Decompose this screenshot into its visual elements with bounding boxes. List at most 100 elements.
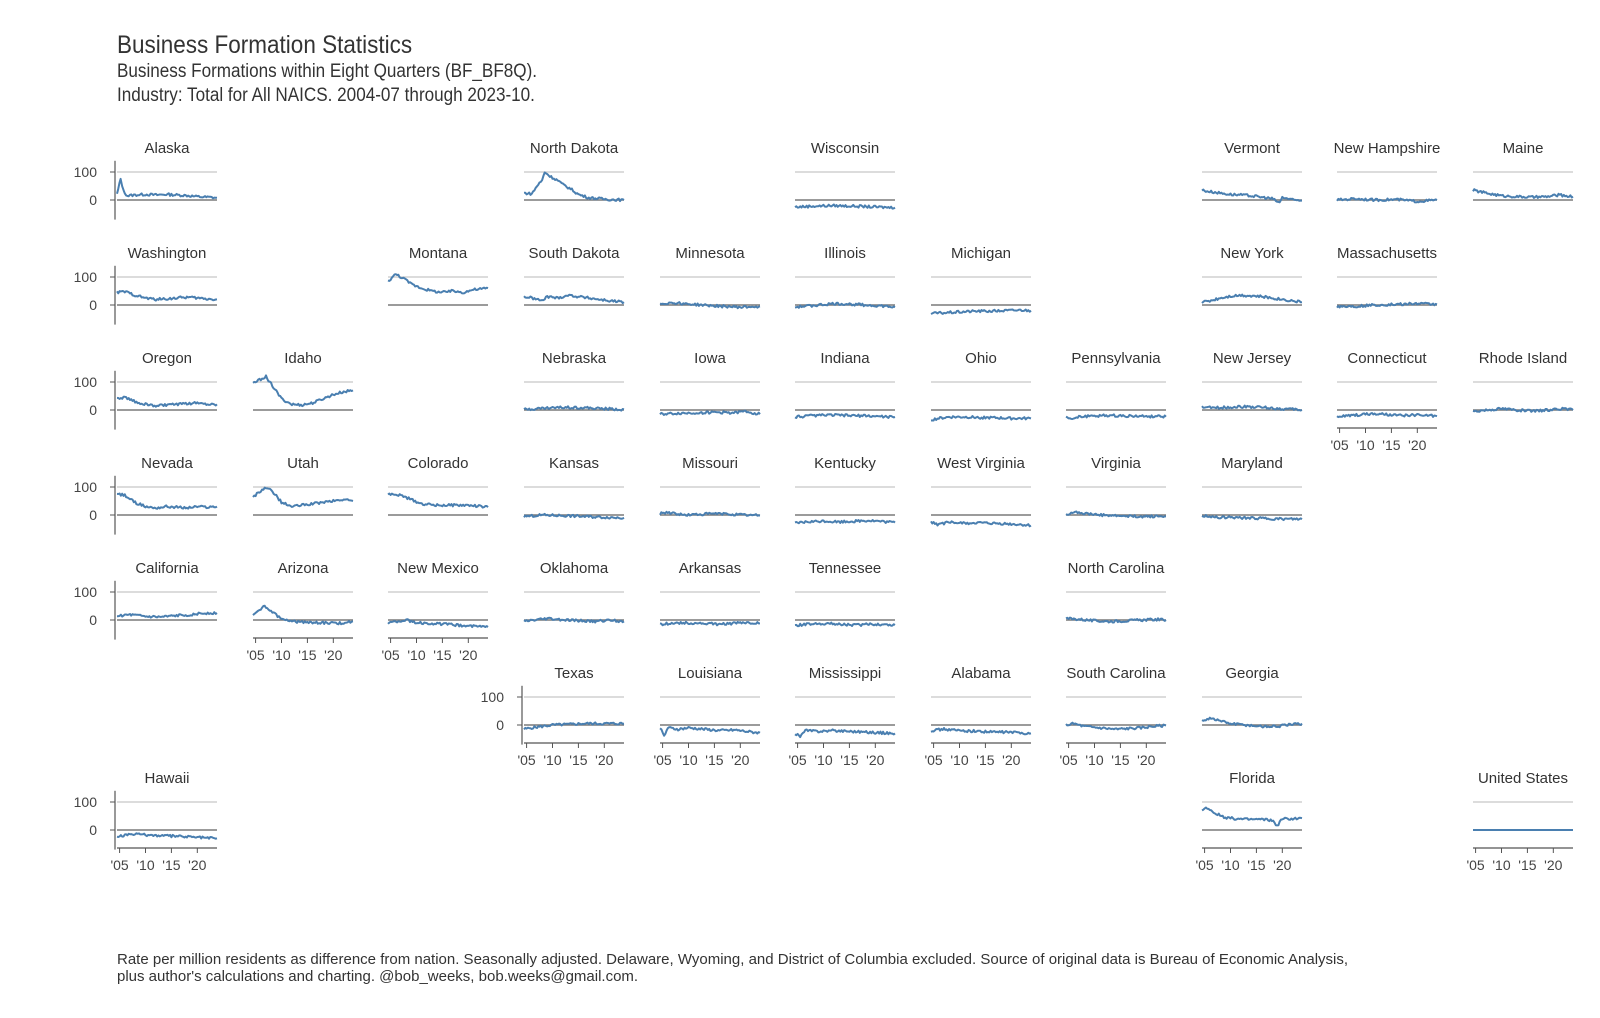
panel-title-new-mexico: New Mexico: [397, 560, 479, 577]
x-tick-label: '15: [162, 857, 180, 873]
panel-title-new-york: New York: [1220, 245, 1284, 262]
panel-title-indiana: Indiana: [820, 350, 870, 367]
series-line-connecticut: [1336, 412, 1438, 419]
series-line-alaska: [116, 177, 218, 200]
panel-title-virginia: Virginia: [1091, 455, 1141, 472]
chart-header: Business Formation Statistics Business F…: [117, 30, 584, 108]
series-line-nebraska: [523, 405, 625, 412]
series-line-hawaii: [116, 832, 218, 840]
series-line-new-mexico: [387, 618, 489, 629]
series-line-rhode-island: [1472, 406, 1574, 413]
x-tick-label: '15: [569, 752, 587, 768]
panel-title-new-hampshire: New Hampshire: [1334, 140, 1441, 157]
panel-title-arizona: Arizona: [278, 560, 330, 577]
series-line-indiana: [794, 413, 896, 419]
series-line-oregon: [116, 395, 218, 408]
panel-title-alaska: Alaska: [144, 140, 190, 157]
panel-title-georgia: Georgia: [1225, 665, 1279, 682]
series-line-maine: [1472, 188, 1574, 199]
x-tick-label: '05: [1195, 857, 1213, 873]
series-line-south-dakota: [523, 293, 625, 305]
x-tick-label: '05: [924, 752, 942, 768]
series-line-illinois: [794, 301, 896, 309]
panel-title-kentucky: Kentucky: [814, 455, 876, 472]
series-line-south-carolina: [1065, 721, 1167, 731]
y-tick-label: 0: [89, 612, 97, 628]
series-line-north-dakota: [523, 171, 625, 203]
x-tick-label: '10: [136, 857, 154, 873]
x-tick-label: '10: [1492, 857, 1510, 873]
y-tick-label: 100: [481, 689, 505, 705]
panel-title-washington: Washington: [128, 245, 207, 262]
chart-subtitle-2: Industry: Total for All NAICS. 2004-07 t…: [117, 85, 535, 106]
x-tick-label: '15: [840, 752, 858, 768]
x-tick-label: '20: [731, 752, 749, 768]
panel-title-iowa: Iowa: [694, 350, 726, 367]
series-line-colorado: [387, 492, 489, 509]
x-tick-label: '15: [298, 647, 316, 663]
panel-title-united-states: United States: [1478, 770, 1568, 787]
x-tick-label: '15: [976, 752, 994, 768]
y-tick-label: 0: [89, 192, 97, 208]
panel-title-missouri: Missouri: [682, 455, 738, 472]
x-tick-label: '10: [1085, 752, 1103, 768]
x-tick-label: '15: [705, 752, 723, 768]
series-line-idaho: [252, 374, 354, 408]
x-tick-label: '05: [1466, 857, 1484, 873]
panel-title-arkansas: Arkansas: [679, 560, 742, 577]
y-tick-label: 100: [74, 794, 98, 810]
y-tick-label: 100: [74, 374, 98, 390]
panel-title-montana: Montana: [409, 245, 468, 262]
x-tick-label: '15: [1518, 857, 1536, 873]
series-line-ohio: [930, 415, 1032, 422]
panel-title-florida: Florida: [1229, 770, 1276, 787]
x-tick-label: '20: [1408, 437, 1426, 453]
x-tick-label: '10: [950, 752, 968, 768]
series-line-florida: [1201, 806, 1303, 827]
series-line-arkansas: [659, 620, 760, 627]
x-tick-label: '20: [595, 752, 613, 768]
panel-title-new-jersey: New Jersey: [1213, 350, 1292, 367]
x-tick-label: '10: [814, 752, 832, 768]
panel-title-nebraska: Nebraska: [542, 350, 607, 367]
series-line-oklahoma: [523, 616, 625, 624]
series-line-alabama: [930, 727, 1032, 736]
panel-title-vermont: Vermont: [1224, 140, 1281, 157]
panel-title-west-virginia: West Virginia: [937, 455, 1025, 472]
x-tick-label: '05: [381, 647, 399, 663]
series-line-arizona: [252, 604, 354, 626]
panel-title-maine: Maine: [1503, 140, 1544, 157]
x-tick-label: '15: [433, 647, 451, 663]
series-line-utah: [252, 486, 354, 508]
series-line-new-jersey: [1201, 404, 1303, 412]
x-tick-label: '10: [679, 752, 697, 768]
x-tick-label: '10: [543, 752, 561, 768]
x-tick-label: '15: [1111, 752, 1129, 768]
series-line-montana: [387, 273, 489, 295]
y-tick-label: 100: [74, 164, 98, 180]
x-tick-label: '20: [188, 857, 206, 873]
y-tick-label: 0: [89, 822, 97, 838]
x-tick-label: '05: [110, 857, 128, 873]
series-line-maryland: [1201, 514, 1303, 522]
x-tick-label: '05: [1059, 752, 1077, 768]
series-line-georgia: [1201, 716, 1303, 729]
series-line-tennessee: [794, 621, 896, 628]
series-line-minnesota: [659, 301, 761, 310]
panel-title-louisiana: Louisiana: [678, 665, 743, 682]
panel-title-nevada: Nevada: [141, 455, 193, 472]
chart-title: Business Formation Statistics: [117, 31, 413, 59]
panel-title-north-dakota: North Dakota: [530, 140, 619, 157]
x-tick-label: '20: [1002, 752, 1020, 768]
x-tick-label: '05: [1330, 437, 1348, 453]
x-tick-label: '05: [246, 647, 264, 663]
panel-title-wisconsin: Wisconsin: [811, 140, 879, 157]
series-line-wisconsin: [794, 203, 896, 210]
chart-caption: Rate per million residents as difference…: [117, 951, 1349, 985]
series-line-north-carolina: [1065, 616, 1167, 624]
x-tick-label: '20: [324, 647, 342, 663]
panel-title-utah: Utah: [287, 455, 319, 472]
y-tick-label: 100: [74, 269, 98, 285]
panel-title-maryland: Maryland: [1221, 455, 1283, 472]
panel-title-michigan: Michigan: [951, 245, 1011, 262]
